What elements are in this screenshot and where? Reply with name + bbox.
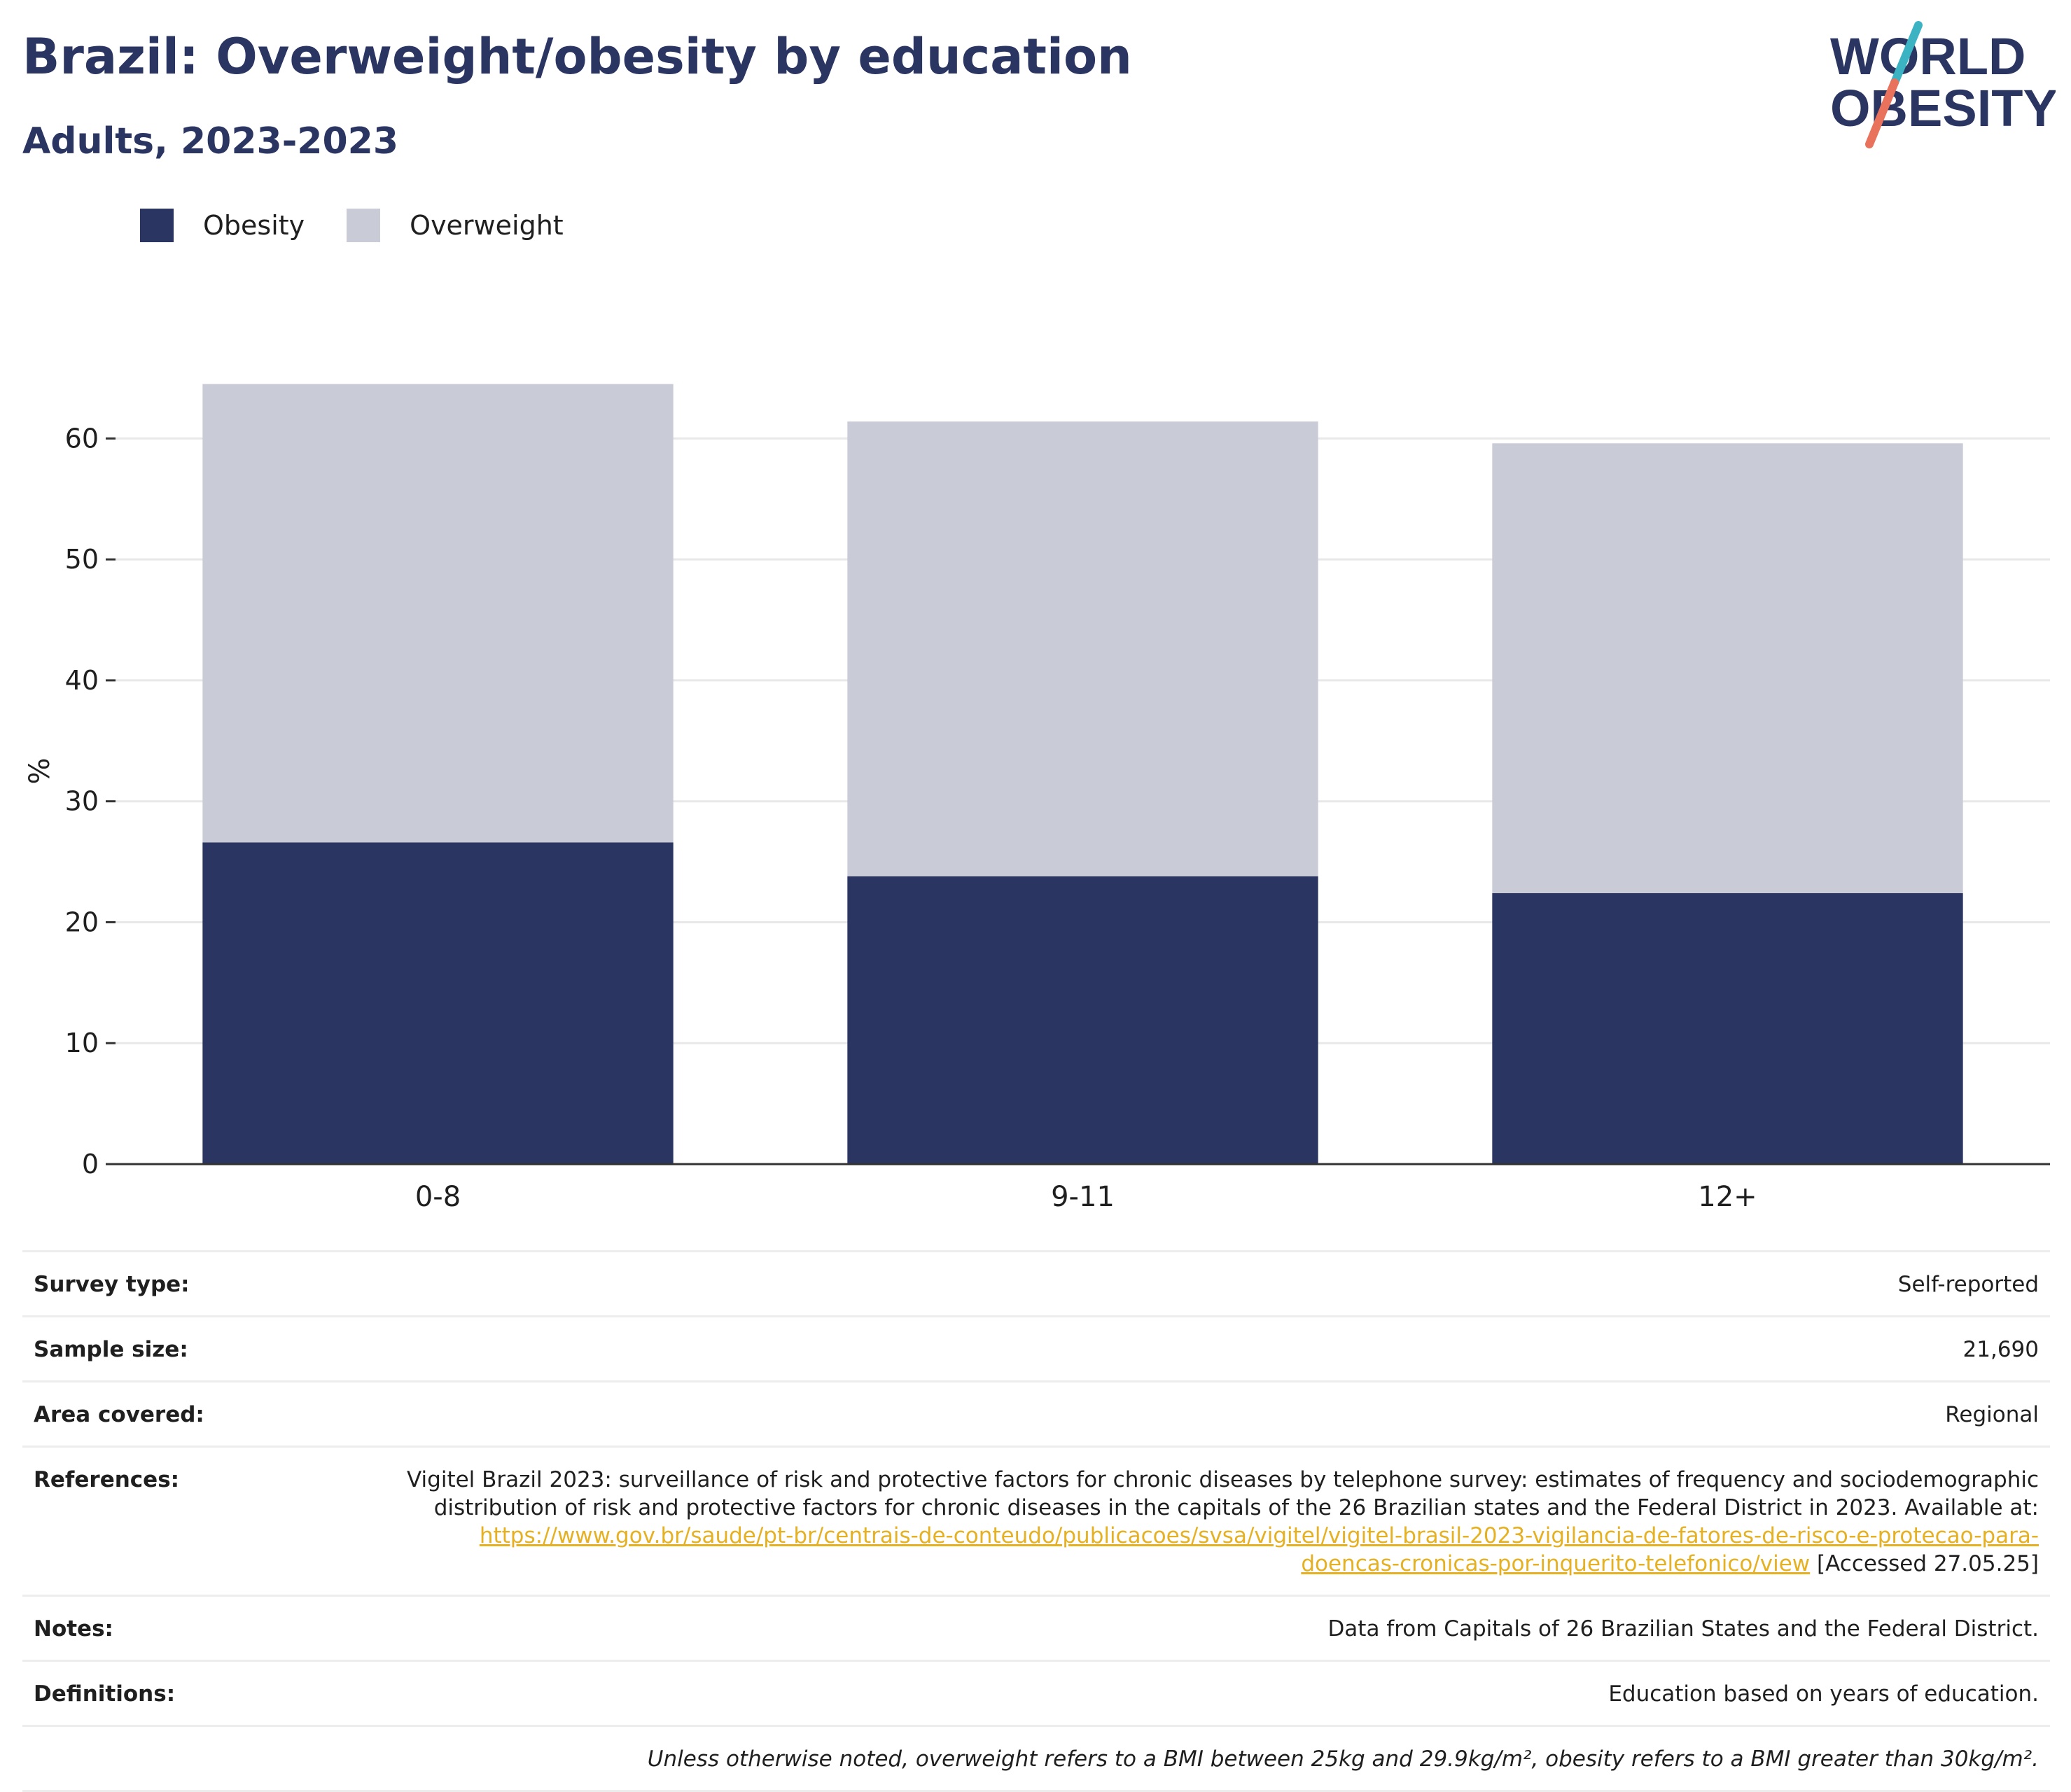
bar-obesity-0-8[interactable]	[202, 842, 674, 1164]
chart-subtitle: Adults, 2023-2023	[22, 120, 399, 162]
meta-value: Regional	[1945, 1402, 2039, 1427]
bar-overweight-9-11[interactable]	[847, 421, 1318, 876]
metadata-table: Survey type: Self-reported Sample size: …	[22, 1250, 2050, 1792]
meta-value: 21,690	[1962, 1337, 2039, 1362]
bar-obesity-12+[interactable]	[1492, 892, 1963, 1164]
meta-value: Data from Capitals of 26 Brazilian State…	[1327, 1616, 2039, 1642]
x-tick-label: 0-8	[415, 1181, 461, 1213]
bar-obesity-9-11[interactable]	[847, 876, 1318, 1164]
legend-label-obesity: Obesity	[203, 210, 305, 241]
bar-overweight-12+[interactable]	[1492, 443, 1963, 893]
meta-row-area-covered: Area covered: Regional	[22, 1380, 2050, 1446]
bar-chart: 0 10 20 30 40 50 60% 0-8 9-11 12+	[24, 384, 2050, 1213]
y-tick-label: 50	[65, 544, 99, 575]
x-tick-label: 12+	[1698, 1181, 1757, 1213]
y-tick-label: 10	[65, 1028, 99, 1058]
y-tick-label: 40	[65, 665, 99, 696]
meta-value: Self-reported	[1897, 1272, 2039, 1297]
legend-item-obesity[interactable]: Obesity	[140, 209, 305, 242]
meta-label: References:	[34, 1467, 180, 1492]
reference-citation: Vigitel Brazil 2023: surveillance of ris…	[398, 1466, 2039, 1578]
reference-text: Vigitel Brazil 2023: surveillance of ris…	[407, 1467, 2039, 1520]
x-tick-label: 9-11	[1051, 1181, 1115, 1213]
chart-title: Brazil: Overweight/obesity by education	[22, 28, 1132, 85]
logo-word-world: WORLD	[1830, 27, 2026, 85]
footnote: Unless otherwise noted, overweight refer…	[647, 1746, 2039, 1772]
meta-row-footnote: Unless otherwise noted, overweight refer…	[22, 1725, 2050, 1792]
bars	[202, 384, 1963, 1164]
reference-accessed: [Accessed 27.05.25]	[1810, 1551, 2039, 1576]
logo-slash-teal	[1890, 21, 1923, 87]
legend-swatch-obesity	[140, 209, 174, 242]
meta-row-notes: Notes: Data from Capitals of 26 Brazilia…	[22, 1595, 2050, 1660]
meta-row-references: References: Vigitel Brazil 2023: surveil…	[22, 1446, 2050, 1595]
meta-label: Sample size:	[34, 1337, 188, 1362]
y-tick-label: 60	[65, 423, 99, 454]
meta-value: Education based on years of education.	[1608, 1681, 2039, 1707]
meta-row-sample-size: Sample size: 21,690	[22, 1315, 2050, 1380]
logo-slash-coral	[1865, 78, 1899, 148]
meta-label: Survey type:	[34, 1272, 190, 1297]
meta-label: Area covered:	[34, 1402, 204, 1427]
world-obesity-logo: WORLD OBESITY	[1830, 21, 2056, 148]
meta-row-definitions: Definitions: Education based on years of…	[22, 1660, 2050, 1725]
y-tick-label: 20	[65, 906, 99, 937]
reference-link[interactable]: https://www.gov.br/saude/pt-br/centrais-…	[479, 1523, 2039, 1576]
meta-row-survey-type: Survey type: Self-reported	[22, 1250, 2050, 1315]
meta-label: Notes:	[34, 1616, 113, 1642]
chart-legend: Obesity Overweight	[140, 209, 606, 242]
legend-item-overweight[interactable]: Overweight	[347, 209, 564, 242]
axes: 0 10 20 30 40 50 60% 0-8 9-11 12+	[24, 423, 2050, 1213]
legend-swatch-overweight	[347, 209, 381, 242]
meta-label: Definitions:	[34, 1681, 176, 1707]
y-axis-label: %	[24, 757, 56, 784]
y-tick-label: 30	[65, 786, 99, 817]
bar-overweight-0-8[interactable]	[202, 384, 674, 843]
legend-label-overweight: Overweight	[410, 210, 564, 241]
logo-word-obesity: OBESITY	[1830, 79, 2056, 137]
y-tick-label: 0	[82, 1149, 99, 1180]
